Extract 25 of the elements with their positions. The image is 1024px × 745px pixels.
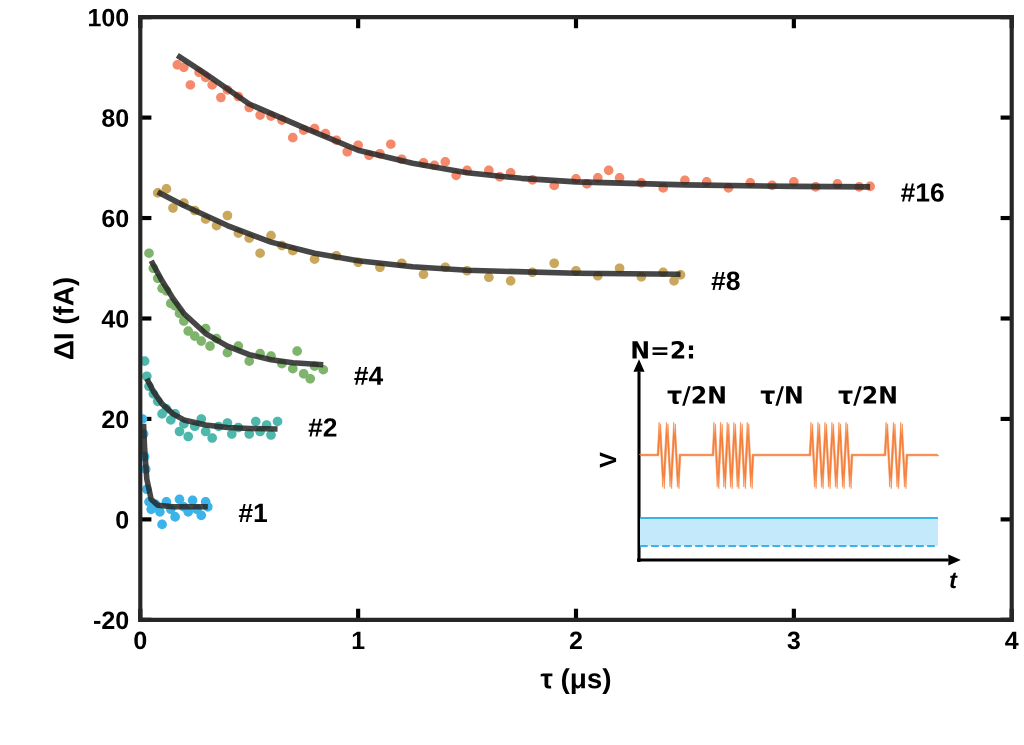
series-label: #16	[901, 183, 944, 202]
x-tick-label: 0	[134, 631, 147, 650]
annotation: N=2:	[632, 340, 694, 359]
annotation: τ/2N	[838, 385, 896, 406]
y-tick-label: -20	[94, 611, 129, 630]
annotation: τ/2N	[667, 385, 725, 406]
annotation: V	[599, 452, 617, 468]
y-tick-label: 80	[102, 109, 129, 127]
series-label: #4	[354, 366, 384, 385]
y-tick-label: 20	[102, 410, 129, 429]
x-tick-label: 4	[1005, 631, 1019, 650]
x-tick-label: 3	[787, 631, 800, 650]
series-label: #2	[308, 418, 337, 437]
y-tick-label: 40	[101, 310, 129, 328]
y-tick-label: 100	[89, 8, 129, 27]
x-tick-label: 2	[569, 631, 582, 650]
annotation: τ/N	[760, 386, 802, 406]
y-tick-label: 60	[102, 209, 129, 228]
x-tick-label: 1	[352, 631, 365, 650]
annotation: t	[950, 572, 958, 589]
y-tick-label: 0	[116, 510, 129, 529]
x-axis-title: τ (μs)	[540, 668, 611, 695]
y-axis-title: ΔI (fA)	[53, 278, 80, 359]
series-label: #8	[711, 271, 740, 291]
series-label: #1	[238, 503, 267, 522]
